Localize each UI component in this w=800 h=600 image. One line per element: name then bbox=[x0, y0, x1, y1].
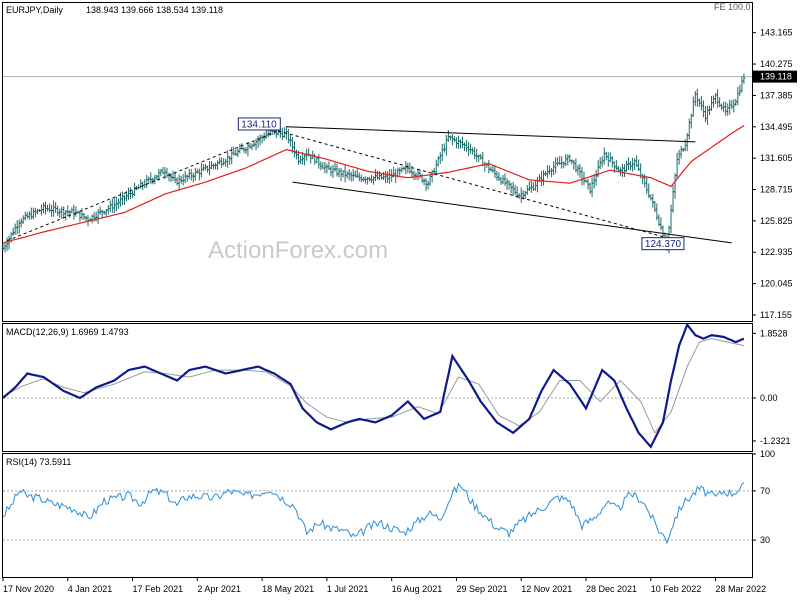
last-price-badge bbox=[753, 70, 797, 83]
watermark: ActionForex.com bbox=[208, 237, 388, 264]
macd-panel: -1.2321 0.00 1.8528 bbox=[2, 322, 791, 449]
last-price-label: 139.118 bbox=[760, 72, 792, 82]
dashed-trend-line bbox=[278, 130, 664, 238]
rsi-panel: 30 70 100 bbox=[2, 449, 775, 545]
x-tick-label: 4 Jan 2021 bbox=[68, 584, 113, 594]
price-ytick-label: 134.495 bbox=[760, 122, 793, 132]
price-ohlc-readout: 138.943 139.666 138.534 139.118 bbox=[86, 5, 223, 15]
channel-trend-line bbox=[292, 181, 732, 244]
price-annotation-label: 134.110 bbox=[241, 119, 277, 130]
moving-average-line bbox=[2, 125, 745, 244]
rsi-line bbox=[2, 482, 745, 545]
price-ytick-label: 125.825 bbox=[760, 216, 793, 226]
price-ytick-label: 122.935 bbox=[760, 247, 793, 257]
x-axis: 17 Nov 2020 4 Jan 2021 17 Feb 2021 2 Apr 20… bbox=[2, 577, 767, 594]
price-panel: 117.155 120.045 122.935 125.825 128.715 131.6… bbox=[1, 28, 797, 320]
x-tick-label: 2 Apr 2021 bbox=[197, 584, 241, 594]
x-tick-label: 10 Feb 2022 bbox=[651, 584, 702, 594]
macd-signal-line bbox=[2, 338, 744, 434]
macd-title: MACD(12,26,9) 1.6969 1.4793 bbox=[6, 327, 129, 337]
rsi-ytick-label: 30 bbox=[760, 535, 770, 545]
price-ytick-label: 131.605 bbox=[760, 153, 793, 163]
price-ytick-label: 143.165 bbox=[760, 28, 793, 38]
price-ytick-label: 117.155 bbox=[760, 310, 792, 320]
x-tick-label: 17 Feb 2021 bbox=[133, 584, 184, 594]
rsi-ytick-label: 100 bbox=[760, 449, 775, 459]
x-tick-label: 16 Aug 2021 bbox=[392, 584, 443, 594]
price-ytick-label: 137.385 bbox=[760, 90, 793, 100]
price-ytick-label: 140.275 bbox=[760, 59, 793, 69]
price-ytick-label: 120.045 bbox=[760, 279, 793, 289]
x-tick-label: 18 May 2021 bbox=[262, 584, 314, 594]
price-panel-frame bbox=[2, 2, 753, 322]
ohlc-bars bbox=[1, 73, 746, 254]
macd-ytick-label: 0.00 bbox=[760, 393, 778, 403]
macd-main-line bbox=[2, 322, 745, 449]
x-tick-label: 28 Dec 2021 bbox=[586, 584, 637, 594]
rsi-ytick-label: 70 bbox=[760, 486, 770, 496]
rsi-panel-frame bbox=[2, 453, 753, 578]
price-ytick-label: 128.715 bbox=[760, 185, 793, 195]
rsi-title: RSI(14) 73.5911 bbox=[6, 457, 71, 467]
price-annotation-box bbox=[641, 237, 685, 251]
x-tick-label: 28 Mar 2022 bbox=[716, 584, 767, 594]
dashed-trend-line bbox=[6, 130, 279, 242]
x-tick-label: 12 Nov 2021 bbox=[521, 584, 572, 594]
x-tick-label: 1 Jul 2021 bbox=[327, 584, 369, 594]
macd-ytick-label: 1.8528 bbox=[760, 328, 788, 338]
fe-corner-label: FE 100.0 bbox=[714, 2, 751, 12]
macd-panel-frame bbox=[2, 323, 753, 452]
macd-ytick-label: -1.2321 bbox=[760, 436, 791, 446]
x-tick-label: 17 Nov 2020 bbox=[3, 584, 54, 594]
price-annotation-box bbox=[237, 117, 281, 131]
price-chart-title: EURJPY,Daily bbox=[6, 5, 63, 15]
x-tick-label: 29 Sep 2021 bbox=[456, 584, 507, 594]
channel-trend-line bbox=[286, 126, 696, 143]
price-annotation-label: 124.370 bbox=[645, 239, 682, 250]
